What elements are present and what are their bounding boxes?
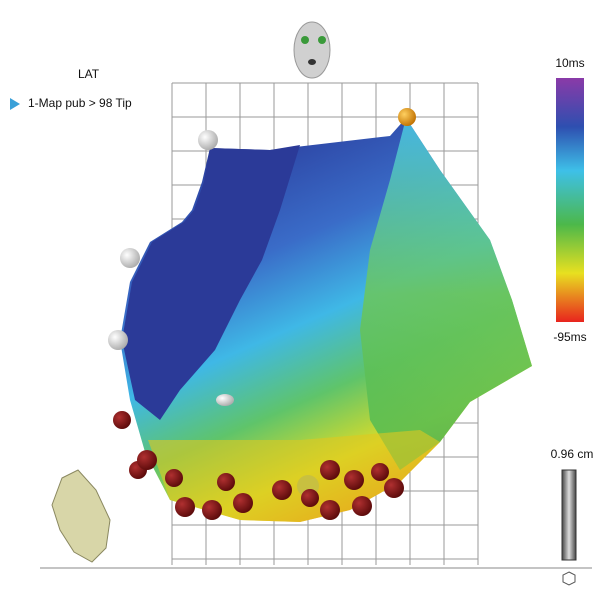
map-view: LAT 1-Map pub > 98 Tip 10ms -95ms 0.96 c…: [0, 0, 612, 591]
color-scale-max: 10ms: [555, 56, 584, 70]
legend-title: LAT: [78, 67, 100, 81]
color-scale-min: -95ms: [553, 330, 586, 344]
orientation-head: [294, 22, 330, 78]
heart-icon: [52, 470, 110, 562]
legend-marker: [10, 98, 20, 110]
color-scale: [556, 78, 584, 322]
legend-item: 1-Map pub > 98 Tip: [28, 96, 132, 110]
scale-bar-label: 0.96 cm: [551, 447, 594, 461]
scale-bar: [562, 470, 576, 560]
hex-icon: [563, 572, 575, 585]
